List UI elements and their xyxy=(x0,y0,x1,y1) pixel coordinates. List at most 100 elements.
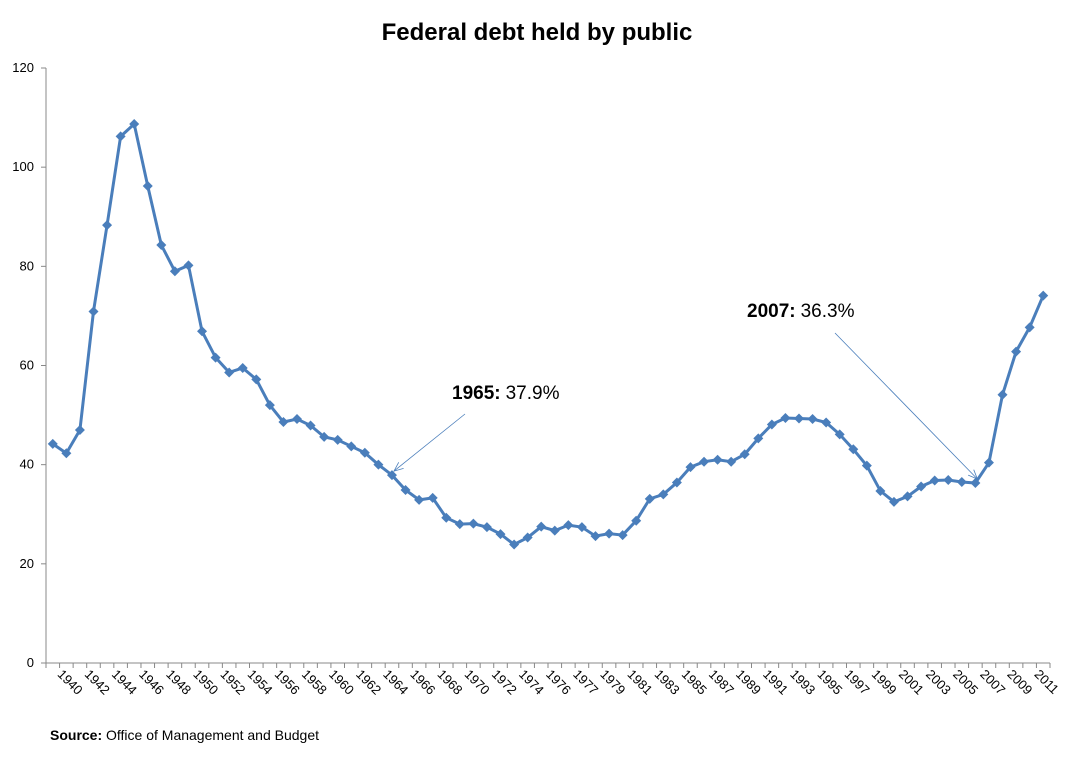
marker xyxy=(1011,346,1022,357)
marker xyxy=(319,431,330,442)
marker xyxy=(305,420,316,431)
marker xyxy=(142,181,153,192)
x-tick-label: 1979 xyxy=(597,667,628,698)
source-text: Office of Management and Budget xyxy=(106,727,319,743)
marker xyxy=(129,119,140,130)
marker xyxy=(590,531,601,542)
x-tick-label: 1962 xyxy=(353,667,384,698)
marker xyxy=(888,496,899,507)
marker xyxy=(970,478,981,489)
marker xyxy=(780,413,791,424)
x-tick-label: 1977 xyxy=(570,667,601,698)
annotation-arrow xyxy=(834,332,978,480)
marker xyxy=(468,518,479,529)
y-tick-label: 60 xyxy=(20,358,34,373)
x-tick-label: 1960 xyxy=(326,667,357,698)
marker xyxy=(197,326,208,337)
marker xyxy=(414,494,425,505)
marker xyxy=(346,441,357,452)
x-tick-label: 2005 xyxy=(950,667,981,698)
x-tick-label: 1997 xyxy=(842,667,873,698)
marker xyxy=(983,457,994,468)
x-tick-label: 1964 xyxy=(380,667,411,698)
x-tick-label: 1956 xyxy=(272,667,303,698)
x-tick-label: 1940 xyxy=(55,667,86,698)
x-tick-label: 1991 xyxy=(760,667,791,698)
x-tick-label: 1981 xyxy=(625,667,656,698)
x-tick-label: 1970 xyxy=(462,667,493,698)
marker xyxy=(169,266,180,277)
annotation-label: 2007: xyxy=(747,301,796,322)
y-tick-label: 40 xyxy=(20,457,34,472)
marker xyxy=(292,414,302,425)
x-tick-label: 1983 xyxy=(652,667,683,698)
marker xyxy=(875,485,886,496)
marker xyxy=(522,532,533,543)
marker xyxy=(685,462,696,473)
marker xyxy=(359,447,370,458)
arrow-head xyxy=(968,469,979,480)
x-tick-label: 1950 xyxy=(190,667,221,698)
marker xyxy=(74,424,85,435)
marker xyxy=(658,489,669,500)
x-tick-label: 1942 xyxy=(82,667,113,698)
x-tick-label: 1954 xyxy=(245,667,276,698)
marker xyxy=(156,240,167,251)
marker xyxy=(834,429,845,440)
marker xyxy=(807,414,818,425)
x-tick-label: 1952 xyxy=(217,667,248,698)
marker xyxy=(563,520,574,531)
annotation: 2007: 36.3% xyxy=(747,301,855,322)
marker xyxy=(604,528,615,539)
x-tick-label: 1944 xyxy=(109,667,140,698)
annotation-arrow xyxy=(393,413,466,472)
marker xyxy=(929,475,940,486)
marker xyxy=(1024,322,1035,333)
x-tick-label: 2003 xyxy=(923,667,954,698)
marker xyxy=(997,389,1008,400)
marker xyxy=(373,459,384,470)
marker xyxy=(943,475,954,486)
x-tick-label: 1989 xyxy=(733,667,764,698)
marker xyxy=(278,417,289,428)
x-tick-label: 1948 xyxy=(163,667,194,698)
x-tick-label: 2007 xyxy=(977,667,1008,698)
x-tick-label: 1974 xyxy=(516,667,547,698)
marker xyxy=(644,493,655,504)
source: Source: Office of Management and Budget xyxy=(50,727,319,743)
marker xyxy=(509,539,520,550)
x-tick-label: 1993 xyxy=(787,667,818,698)
marker xyxy=(712,454,723,465)
annotation-text: 37.9% xyxy=(506,383,560,404)
marker xyxy=(427,492,438,503)
x-tick-label: 1999 xyxy=(869,667,900,698)
annotation-label: 1965: xyxy=(452,383,501,404)
x-tick-label: 1995 xyxy=(814,667,845,698)
y-tick-label: 80 xyxy=(20,258,34,273)
marker xyxy=(481,522,492,533)
marker xyxy=(47,438,58,449)
marker xyxy=(386,470,397,481)
marker xyxy=(1038,290,1049,301)
x-tick-label: 1966 xyxy=(407,667,438,698)
marker xyxy=(88,306,99,317)
marker xyxy=(861,460,872,471)
marker xyxy=(766,419,777,430)
marker xyxy=(61,448,72,459)
marker xyxy=(264,400,275,411)
marker xyxy=(102,220,113,231)
marker xyxy=(454,519,465,530)
x-tick-label: 2009 xyxy=(1004,667,1035,698)
marker xyxy=(251,374,262,385)
marker xyxy=(631,515,642,526)
x-tick-label: 1968 xyxy=(435,667,466,698)
y-tick-label: 20 xyxy=(20,556,34,571)
marker xyxy=(902,491,913,502)
marker xyxy=(794,413,804,424)
x-tick-label: 2011 xyxy=(1032,667,1062,697)
marker xyxy=(237,362,248,373)
marker xyxy=(739,449,750,460)
arrow-head xyxy=(393,462,404,472)
marker xyxy=(617,530,628,541)
